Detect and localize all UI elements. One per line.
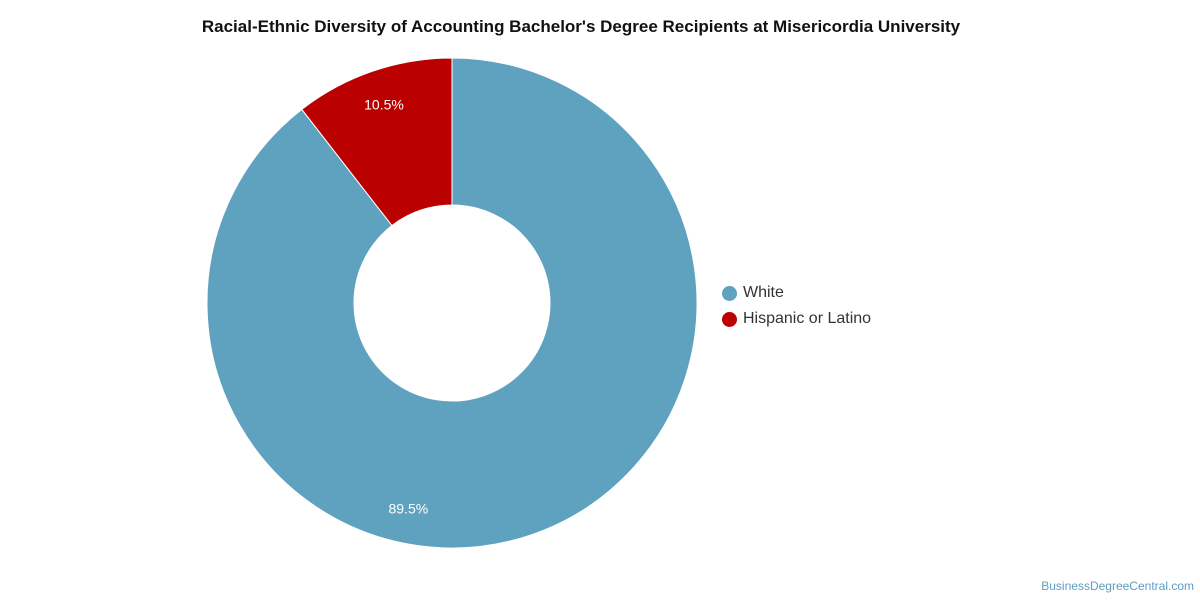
legend-label-white: White: [743, 284, 784, 301]
legend-label-hispanic-or-latino: Hispanic or Latino: [743, 310, 872, 327]
data-label-hispanic-or-latino: 10.5%: [364, 96, 404, 112]
legend-swatch-white: [722, 285, 737, 301]
slice-white[interactable]: [206, 57, 698, 549]
data-label-white: 89.5%: [388, 500, 428, 516]
site-credit[interactable]: BusinessDegreeCentral.com: [1041, 579, 1194, 593]
legend-item-white[interactable]: White: [722, 280, 871, 306]
legend-swatch-hispanic-or-latino: [722, 311, 737, 327]
chart-legend: White Hispanic or Latino: [722, 280, 871, 332]
legend-item-hispanic-or-latino[interactable]: Hispanic or Latino: [722, 306, 871, 332]
slice-hispanic-or-latino[interactable]: [301, 57, 453, 227]
chart-title: Racial-Ethnic Diversity of Accounting Ba…: [201, 17, 961, 36]
